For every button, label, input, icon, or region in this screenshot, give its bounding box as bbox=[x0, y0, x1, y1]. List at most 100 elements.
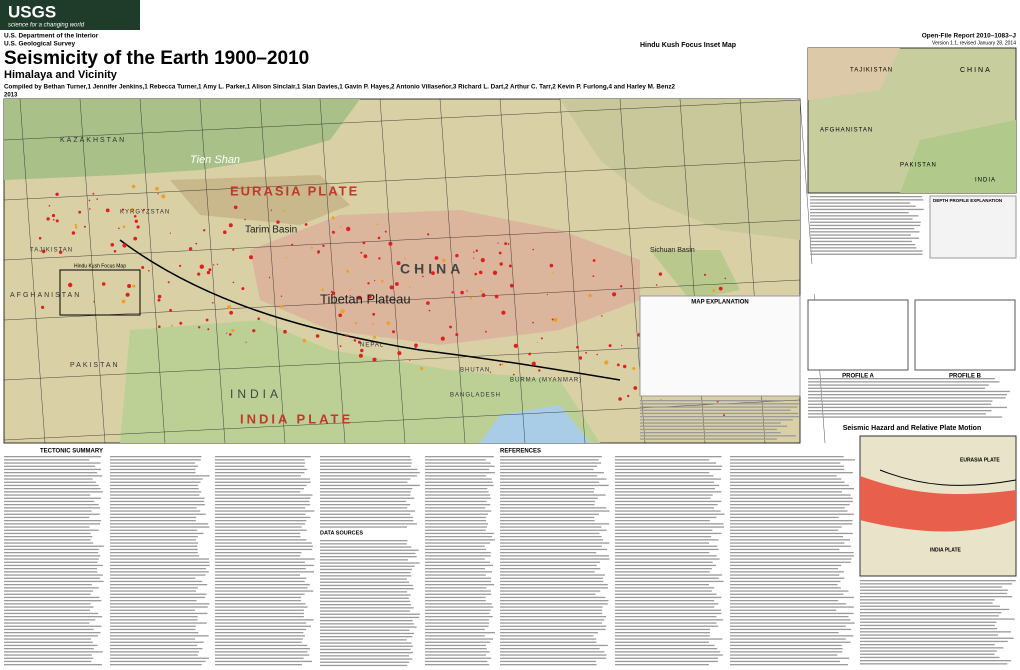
quake-dot bbox=[623, 364, 627, 369]
text-line bbox=[500, 555, 609, 557]
text-line bbox=[615, 571, 710, 573]
text-line bbox=[860, 612, 1002, 614]
text-line bbox=[4, 462, 101, 464]
quake-dot bbox=[601, 315, 603, 317]
text-line bbox=[615, 660, 718, 663]
text-line bbox=[810, 244, 916, 246]
text-line bbox=[110, 545, 198, 547]
quake-dot bbox=[302, 338, 307, 343]
text-line bbox=[215, 481, 311, 483]
text-line bbox=[860, 644, 995, 646]
text-line bbox=[425, 488, 488, 490]
quake-dot bbox=[428, 309, 431, 312]
text-line bbox=[860, 650, 997, 652]
text-line bbox=[320, 475, 418, 477]
text-line bbox=[500, 619, 605, 621]
quake-dot bbox=[724, 277, 727, 280]
text-line bbox=[4, 478, 93, 480]
text-line bbox=[425, 619, 489, 621]
text-line bbox=[110, 520, 196, 522]
text-line bbox=[615, 523, 724, 525]
text-line bbox=[808, 397, 1006, 399]
text-line bbox=[215, 603, 306, 605]
quake-dot bbox=[372, 357, 377, 362]
text-line bbox=[640, 400, 785, 402]
text-line bbox=[320, 556, 417, 558]
quake-dot bbox=[205, 318, 209, 322]
text-line bbox=[500, 612, 603, 615]
quake-dot bbox=[136, 225, 140, 229]
text-line bbox=[615, 494, 713, 496]
text-line bbox=[425, 491, 489, 493]
heading: TECTONIC SUMMARY bbox=[40, 449, 103, 455]
text-line bbox=[500, 516, 595, 519]
text-line bbox=[320, 562, 420, 564]
text-line bbox=[615, 491, 722, 493]
text-line bbox=[425, 478, 492, 480]
text-line bbox=[425, 561, 491, 563]
text-line bbox=[810, 237, 920, 239]
text-line bbox=[730, 612, 854, 615]
authors: Compiled by Bethan Turner,1 Jennifer Jen… bbox=[4, 84, 675, 91]
quake-dot bbox=[655, 284, 658, 286]
text-line bbox=[320, 639, 407, 641]
text-line bbox=[730, 520, 853, 522]
text-line bbox=[860, 621, 997, 623]
text-line bbox=[500, 606, 603, 608]
text-line bbox=[810, 221, 921, 223]
graticule bbox=[259, 98, 286, 444]
text-line bbox=[4, 488, 101, 490]
quake-dot bbox=[317, 250, 321, 254]
text-line bbox=[215, 571, 315, 573]
text-line bbox=[110, 568, 207, 570]
text-line bbox=[110, 660, 206, 663]
text-line bbox=[425, 596, 486, 599]
quake-dot bbox=[374, 280, 376, 282]
quake-dot bbox=[396, 261, 401, 266]
text-line bbox=[110, 507, 197, 509]
text-line bbox=[110, 641, 204, 643]
text-line bbox=[4, 619, 96, 621]
text-line bbox=[615, 488, 716, 490]
text-line bbox=[110, 484, 199, 487]
heading: PROFILE B bbox=[949, 374, 982, 380]
text-line bbox=[860, 628, 998, 630]
quake-dot bbox=[392, 330, 395, 334]
text-line bbox=[425, 651, 490, 653]
text-line bbox=[500, 526, 602, 528]
text-line bbox=[215, 545, 313, 547]
text-line bbox=[215, 484, 307, 487]
quake-dot bbox=[499, 262, 503, 266]
text-line bbox=[500, 532, 600, 535]
text-line bbox=[860, 653, 995, 655]
text-line bbox=[4, 561, 98, 563]
quake-dot bbox=[627, 394, 630, 398]
text-line bbox=[320, 568, 413, 571]
text-line bbox=[500, 625, 607, 627]
quake-dot bbox=[377, 236, 381, 240]
quake-dot bbox=[169, 232, 171, 234]
quake-dot bbox=[331, 230, 335, 234]
quake-dot bbox=[78, 210, 82, 214]
text-line bbox=[810, 202, 911, 204]
quake-dot bbox=[618, 397, 622, 401]
quake-dot bbox=[133, 236, 138, 241]
quake-dot bbox=[431, 271, 435, 275]
quake-dot bbox=[718, 286, 723, 291]
quake-dot bbox=[51, 213, 56, 218]
text-line bbox=[320, 655, 409, 657]
text-line bbox=[615, 564, 717, 567]
text-line bbox=[640, 403, 799, 405]
text-line bbox=[615, 625, 719, 627]
quake-dot bbox=[134, 219, 138, 223]
quake-dot bbox=[199, 264, 204, 269]
text-line bbox=[615, 462, 717, 464]
quake-dot bbox=[501, 363, 504, 366]
text-line bbox=[730, 552, 854, 554]
text-line bbox=[730, 654, 838, 656]
text-line bbox=[615, 577, 719, 579]
text-line bbox=[4, 472, 98, 474]
text-line bbox=[808, 378, 995, 380]
text-line bbox=[500, 593, 596, 595]
text-line bbox=[500, 664, 597, 666]
